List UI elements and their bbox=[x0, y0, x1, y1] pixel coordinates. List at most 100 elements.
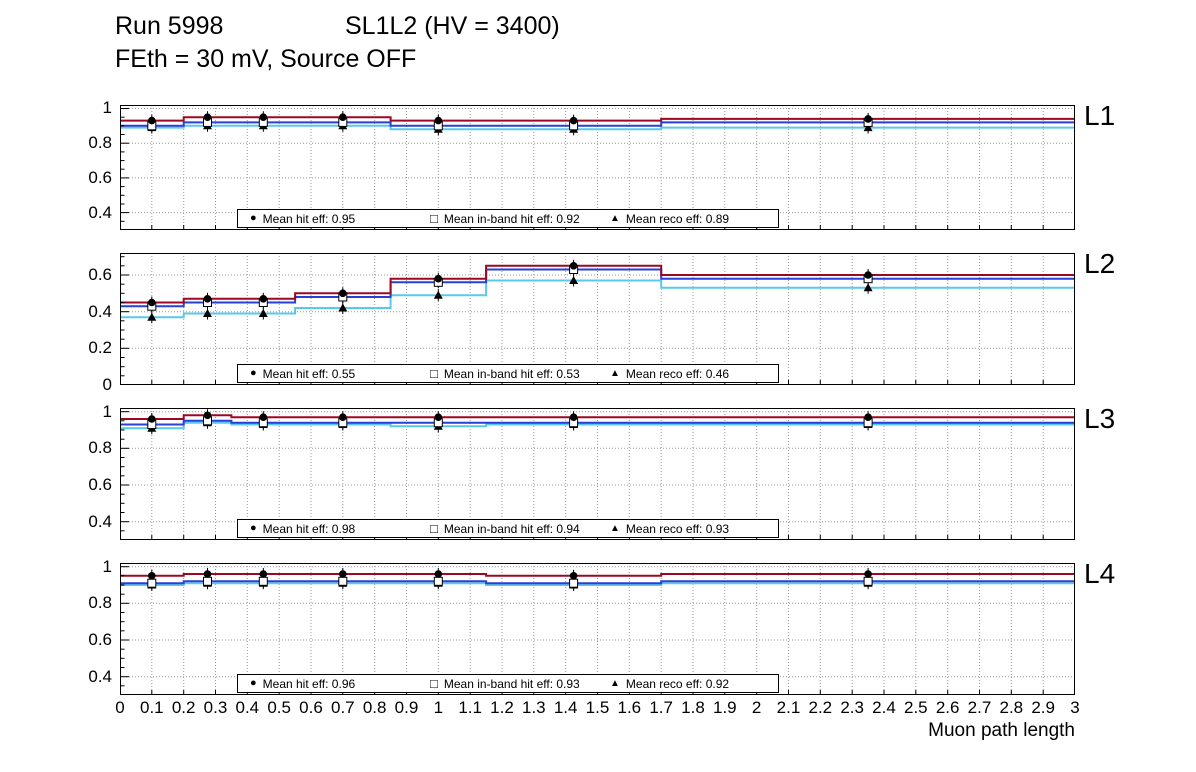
legend-hit-entry: ● Mean hit eff: 0.98 bbox=[238, 522, 418, 536]
x-tick-label: 1.8 bbox=[681, 698, 705, 717]
y-tick-label: 1 bbox=[102, 98, 112, 118]
legend-hit-label: Mean hit eff: 0.98 bbox=[262, 521, 356, 536]
filled-triangle-marker-icon: ▲ bbox=[610, 367, 620, 379]
x-tick-label: 1 bbox=[433, 698, 444, 717]
legend-inband-label: Mean in-band hit eff: 0.93 bbox=[443, 676, 580, 691]
legend-inband-label: Mean in-band hit eff: 0.92 bbox=[443, 211, 580, 226]
panel-l1: ● Mean hit eff: 0.95 □ Mean in-band hit … bbox=[120, 105, 1075, 230]
legend-l3: ● Mean hit eff: 0.98 □ Mean in-band hit … bbox=[237, 519, 779, 538]
legend-inband-entry: □ Mean in-band hit eff: 0.93 bbox=[418, 677, 598, 691]
x-tick-label: 2.4 bbox=[872, 698, 896, 717]
open-square-marker-icon: □ bbox=[430, 211, 438, 226]
plot-area-l2 bbox=[120, 253, 1075, 385]
legend-hit-entry: ● Mean hit eff: 0.55 bbox=[238, 367, 418, 381]
open-square-marker-icon: □ bbox=[430, 366, 438, 381]
filled-triangle-marker-icon: ▲ bbox=[610, 677, 620, 689]
x-tick-label: 2.9 bbox=[1031, 698, 1055, 717]
legend-inband-entry: □ Mean in-band hit eff: 0.53 bbox=[418, 367, 598, 381]
filled-triangle-marker-icon: ▲ bbox=[610, 212, 620, 224]
x-tick-label: 1.5 bbox=[585, 698, 610, 717]
panel-l4: ● Mean hit eff: 0.96 □ Mean in-band hit … bbox=[120, 563, 1075, 695]
y-tick-label: 0.4 bbox=[88, 202, 112, 222]
filled-triangle-marker-icon: ▲ bbox=[610, 522, 620, 534]
plot-area-l1 bbox=[120, 105, 1075, 230]
x-tick-label: 0.3 bbox=[203, 698, 228, 717]
filled-circle-marker-icon: ● bbox=[250, 367, 257, 379]
x-tick-label: 2.6 bbox=[935, 698, 960, 717]
plot-area-l3 bbox=[120, 408, 1075, 540]
x-axis-title: Muon path length bbox=[928, 720, 1075, 741]
layer-label-l1: L1 bbox=[1084, 100, 1116, 131]
x-tick-label: 0.4 bbox=[235, 698, 260, 717]
legend-hit-label: Mean hit eff: 0.95 bbox=[262, 211, 356, 226]
filled-circle-marker-icon: ● bbox=[250, 677, 257, 689]
legend-l1: ● Mean hit eff: 0.95 □ Mean in-band hit … bbox=[237, 209, 779, 228]
layer-label-l4: L4 bbox=[1084, 558, 1116, 589]
open-square-marker-icon: □ bbox=[430, 521, 438, 536]
open-square-marker-icon: □ bbox=[430, 676, 438, 691]
legend-reco-label: Mean reco eff: 0.92 bbox=[625, 676, 730, 691]
x-tick-label: 0 bbox=[115, 698, 125, 717]
filled-circle-marker-icon: ● bbox=[250, 212, 257, 224]
panel-l2: ● Mean hit eff: 0.55 □ Mean in-band hit … bbox=[120, 253, 1075, 385]
y-tick-label: 0.4 bbox=[88, 511, 112, 531]
legend-inband-entry: □ Mean in-band hit eff: 0.94 bbox=[418, 522, 598, 536]
y-tick-label: 1 bbox=[102, 401, 112, 421]
y-tick-label: 0.8 bbox=[88, 593, 112, 613]
legend-reco-entry: ▲ Mean reco eff: 0.92 bbox=[598, 677, 778, 691]
x-tick-label: 1.9 bbox=[713, 698, 737, 717]
x-tick-label: 1.3 bbox=[522, 698, 546, 717]
x-axis-tick-labels: 0 0.1 0.2 0.3 0.4 0.5 0.6 0.7 0.8 0.9 1 1.1 1.2 1.3 1.… bbox=[0, 698, 1196, 718]
y-tick-label: 0.6 bbox=[88, 265, 112, 284]
y-tick-label: 0.4 bbox=[88, 666, 112, 686]
layer-label-l3: L3 bbox=[1084, 403, 1116, 434]
run-label: Run 5998 bbox=[115, 12, 224, 40]
plot-area-l4 bbox=[120, 563, 1075, 695]
layer-label-l2: L2 bbox=[1084, 248, 1116, 279]
legend-reco-entry: ▲ Mean reco eff: 0.89 bbox=[598, 212, 778, 226]
x-tick-label: 3 bbox=[1070, 698, 1080, 717]
y-tick-label: 0.4 bbox=[88, 301, 112, 321]
legend-hit-label: Mean hit eff: 0.55 bbox=[262, 366, 356, 381]
x-tick-label: 0.5 bbox=[267, 698, 291, 717]
legend-hit-entry: ● Mean hit eff: 0.95 bbox=[238, 212, 418, 226]
x-tick-label: 0.7 bbox=[331, 698, 355, 717]
x-tick-label: 2.7 bbox=[967, 698, 992, 717]
legend-hit-entry: ● Mean hit eff: 0.96 bbox=[238, 677, 418, 691]
y-tick-label: 0 bbox=[102, 375, 112, 394]
filled-circle-marker-icon: ● bbox=[250, 522, 257, 534]
x-tick-label: 2.5 bbox=[904, 698, 928, 717]
y-tick-label: 1 bbox=[102, 556, 112, 576]
x-tick-label: 2 bbox=[751, 698, 762, 717]
x-tick-label: 0.6 bbox=[299, 698, 323, 717]
x-tick-label: 0.8 bbox=[362, 698, 387, 717]
legend-reco-label: Mean reco eff: 0.93 bbox=[625, 521, 730, 536]
x-tick-label: 2.3 bbox=[840, 698, 864, 717]
x-tick-label: 0.1 bbox=[140, 698, 164, 717]
x-tick-label: 2.2 bbox=[808, 698, 833, 717]
x-tick-label: 2.1 bbox=[776, 698, 801, 717]
plot-title-line2: FEth = 30 mV, Source OFF bbox=[115, 45, 417, 73]
legend-l2: ● Mean hit eff: 0.55 □ Mean in-band hit … bbox=[237, 364, 779, 383]
config-label: SL1L2 (HV = 3400) bbox=[345, 12, 560, 40]
y-tick-label: 0.6 bbox=[88, 475, 112, 494]
legend-l4: ● Mean hit eff: 0.96 □ Mean in-band hit … bbox=[237, 674, 779, 693]
y-tick-label: 0.6 bbox=[88, 167, 112, 187]
x-tick-label: 1.6 bbox=[617, 698, 642, 717]
legend-reco-label: Mean reco eff: 0.46 bbox=[625, 366, 730, 381]
y-tick-label: 0.2 bbox=[88, 338, 112, 358]
legend-reco-label: Mean reco eff: 0.89 bbox=[625, 211, 730, 226]
legend-inband-label: Mean in-band hit eff: 0.53 bbox=[443, 366, 580, 381]
x-tick-label: 2.8 bbox=[999, 698, 1024, 717]
legend-hit-label: Mean hit eff: 0.96 bbox=[262, 676, 356, 691]
y-tick-label: 0.8 bbox=[88, 438, 112, 458]
panel-l3: ● Mean hit eff: 0.98 □ Mean in-band hit … bbox=[120, 408, 1075, 540]
y-tick-label: 0.8 bbox=[88, 133, 112, 153]
legend-reco-entry: ▲ Mean reco eff: 0.46 bbox=[598, 367, 778, 381]
x-tick-label: 1.2 bbox=[490, 698, 514, 717]
x-tick-label: 0.9 bbox=[394, 698, 419, 717]
x-tick-label: 1.7 bbox=[649, 698, 673, 717]
x-tick-label: 0.2 bbox=[171, 698, 196, 717]
legend-inband-entry: □ Mean in-band hit eff: 0.92 bbox=[418, 212, 598, 226]
